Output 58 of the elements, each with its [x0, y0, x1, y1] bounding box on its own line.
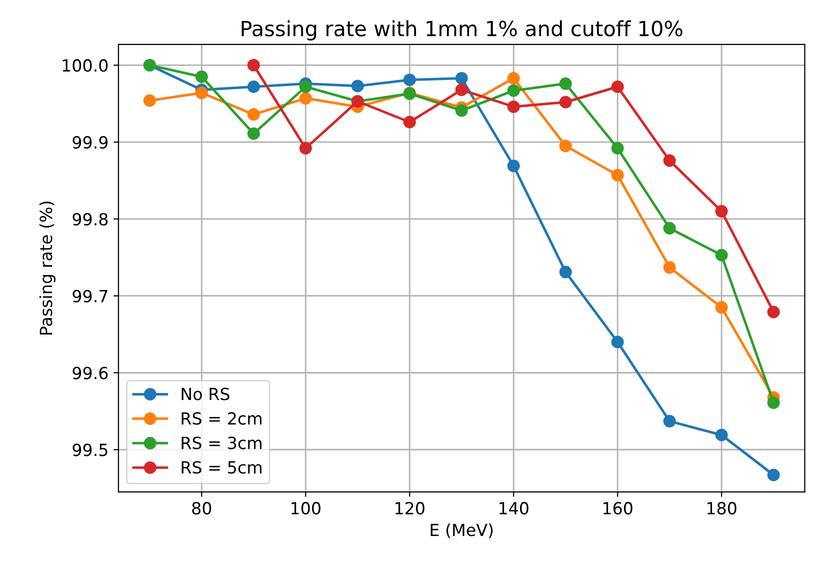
point [559, 266, 572, 278]
legend-label: No RS [182, 388, 230, 400]
legend-label: RS = 2cm [182, 412, 262, 425]
point [455, 104, 468, 117]
point [247, 58, 260, 72]
y-tick-label: 100.0 [62, 59, 108, 72]
y-tick-label: 99.8 [72, 212, 108, 226]
y-tick-label: 99.5 [72, 444, 108, 456]
x-tick-label: 80 [192, 502, 212, 515]
point [455, 84, 468, 96]
point [507, 72, 520, 85]
point [299, 142, 312, 154]
x-tick-label: 100 [292, 502, 320, 515]
x-tick-label: 140 [500, 502, 528, 515]
point [559, 77, 572, 90]
point [299, 80, 312, 93]
legend-label: RS = 3cm [182, 436, 262, 450]
point [611, 80, 624, 93]
point [715, 301, 728, 314]
y-tick-label: 99.6 [72, 366, 108, 380]
point [559, 140, 572, 152]
point [195, 70, 208, 83]
point [767, 306, 780, 318]
x-axis-title: E (MeV) [430, 523, 493, 538]
point [195, 86, 208, 100]
point [247, 80, 260, 93]
point [559, 96, 572, 108]
point [715, 428, 728, 442]
point [767, 396, 780, 409]
point [767, 468, 780, 482]
point [455, 72, 468, 85]
legend-label: RS = 5cm [182, 461, 262, 474]
y-tick-label: 99.9 [72, 136, 108, 149]
point [663, 222, 676, 234]
point [715, 205, 728, 218]
point [403, 116, 416, 128]
point [611, 336, 624, 348]
point [715, 248, 728, 262]
point [663, 414, 676, 428]
x-tick-label: 160 [604, 502, 632, 515]
point [351, 80, 364, 92]
x-tick-label: 180 [707, 502, 736, 515]
x-tick-label: 120 [396, 502, 424, 515]
point [507, 100, 520, 113]
y-tick-label: 99.7 [72, 290, 108, 302]
point [507, 84, 520, 97]
point [611, 168, 624, 182]
point [611, 142, 624, 154]
point [663, 261, 676, 274]
point [299, 92, 312, 105]
point [403, 74, 416, 86]
chart-title: Passing rate with 1mm 1% and cutoff 10% [242, 20, 682, 40]
point [507, 160, 520, 172]
point [143, 94, 156, 107]
point [247, 127, 260, 140]
point [663, 154, 676, 167]
point [247, 108, 260, 121]
y-axis-title: Passing rate (%) [39, 202, 56, 335]
